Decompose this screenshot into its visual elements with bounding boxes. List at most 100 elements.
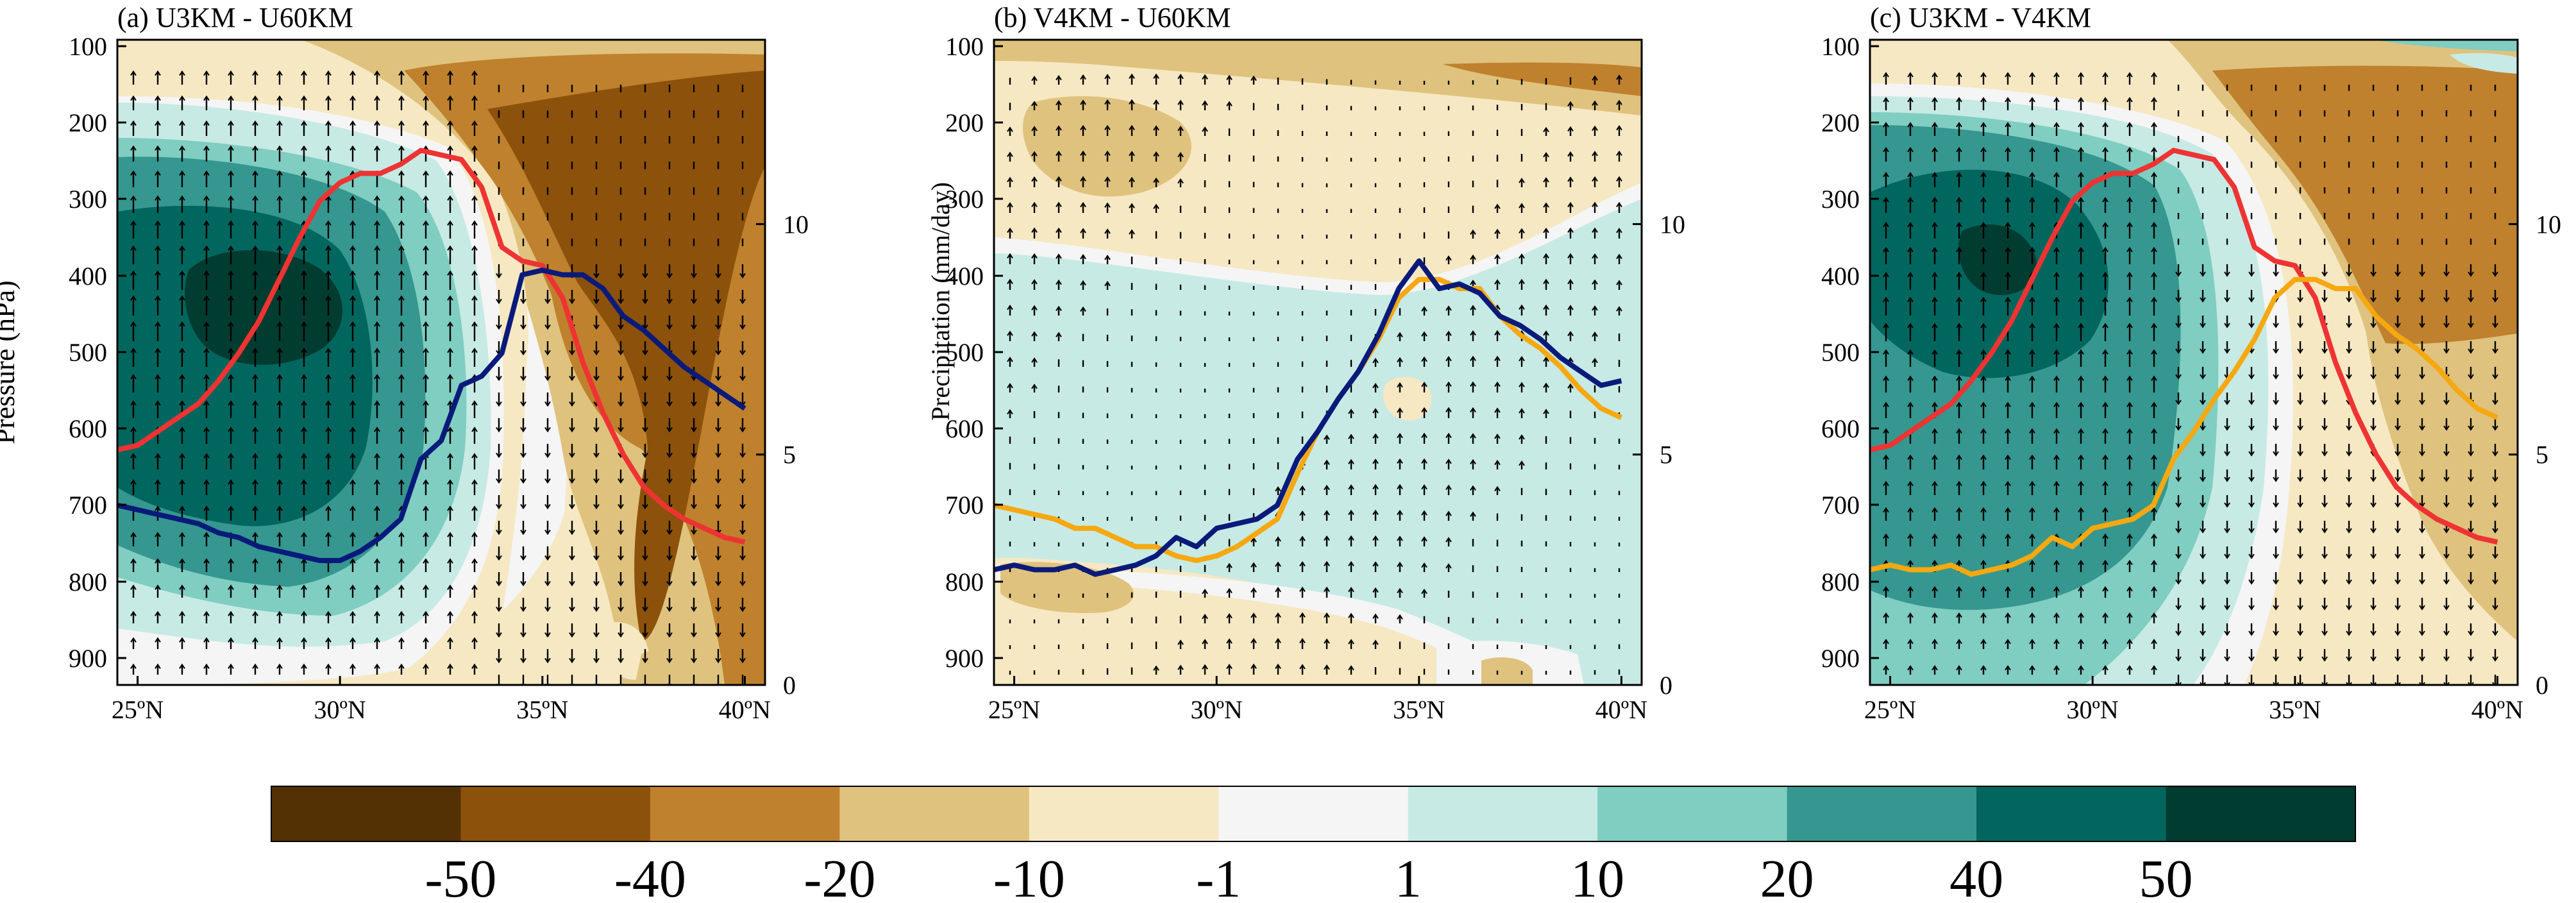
- wind-arrow-head: [1226, 74, 1233, 80]
- wind-arrow-head: [1932, 559, 1938, 566]
- wind-arrow-head: [1980, 172, 1987, 178]
- wind-arrow-head: [2053, 147, 2060, 153]
- wind-arrow-head: [2200, 348, 2206, 354]
- wind-arrow-head: [2346, 451, 2352, 457]
- wind-arrow-head: [2126, 428, 2133, 434]
- wind-arrow-head: [1567, 227, 1574, 233]
- wind-arrow-head: [374, 120, 380, 126]
- wind-arrow-head: [1980, 454, 1987, 460]
- wind-arrow-head: [1080, 306, 1086, 312]
- wind-arrow-head: [1397, 587, 1403, 594]
- wind-arrow-head: [2126, 507, 2133, 513]
- y2-tick-label: 5: [1660, 441, 1672, 469]
- wind-arrow-head: [2468, 553, 2474, 559]
- wind-arrow-head: [2224, 271, 2230, 277]
- wind-arrow-head: [2102, 196, 2109, 203]
- wind-arrow-head: [1080, 99, 1086, 105]
- wind-arrow-head: [2053, 172, 2060, 178]
- wind-arrow-head: [179, 637, 185, 643]
- wind-arrow-head: [2053, 401, 2060, 407]
- wind-arrow-head: [2224, 400, 2230, 405]
- wind-arrow-head: [715, 375, 721, 382]
- wind-arrow-head: [1519, 278, 1525, 285]
- wind-arrow-head: [2492, 656, 2498, 662]
- wind-arrow-head: [1445, 563, 1452, 569]
- wind-arrow-head: [179, 400, 185, 406]
- wind-arrow-head: [2175, 579, 2182, 585]
- wind-arrow-head: [1616, 253, 1622, 259]
- wind-arrow-head: [2321, 528, 2328, 534]
- wind-arrow-head: [1883, 533, 1889, 539]
- wind-arrow-head: [1932, 664, 1938, 671]
- wind-arrow-head: [1883, 349, 1889, 355]
- wind-arrow-head: [593, 478, 600, 484]
- wind-arrow-head: [1031, 305, 1038, 310]
- wind-arrow-head: [276, 663, 283, 669]
- wind-arrow-head: [155, 170, 161, 176]
- wind-arrow-head: [276, 505, 283, 511]
- wind-arrow-head: [1494, 253, 1501, 260]
- wind-arrow-head: [544, 606, 551, 612]
- wind-arrow-head: [1883, 586, 1889, 592]
- wind-arrow-head: [1980, 507, 1987, 513]
- wind-arrow-head: [276, 426, 283, 432]
- wind-arrow-head: [447, 532, 453, 537]
- wind-arrow-head: [252, 170, 258, 176]
- wind-arrow-head: [739, 529, 746, 536]
- x-tick-label: 30ºN: [1191, 695, 1243, 724]
- wind-arrow-head: [1932, 428, 1938, 434]
- wind-arrow-head: [325, 348, 332, 353]
- wind-arrow-head: [2492, 425, 2498, 431]
- wind-arrow-head: [447, 195, 453, 201]
- wind-arrow-head: [2175, 502, 2182, 508]
- wind-arrow-head: [2346, 323, 2352, 328]
- wind-arrow-head: [130, 426, 137, 432]
- wind-arrow-head: [1080, 280, 1086, 286]
- wind-arrow-head: [1592, 100, 1598, 106]
- wind-arrow-head: [325, 426, 332, 432]
- wind-arrow-head: [2370, 348, 2377, 354]
- wind-arrow-head: [179, 611, 185, 616]
- wind-arrow-head: [228, 95, 234, 101]
- wind-arrow-head: [2224, 528, 2230, 534]
- wind-arrow-head: [2200, 579, 2206, 585]
- wind-arrow-head: [642, 503, 648, 510]
- wind-arrow-head: [2126, 349, 2133, 355]
- wind-arrow-head: [2492, 271, 2498, 277]
- wind-arrow-head: [374, 195, 380, 201]
- wind-arrow-head: [1275, 663, 1281, 670]
- wind-arrow-head: [2297, 553, 2303, 559]
- contour-field-b: [994, 40, 1642, 685]
- wind-arrow-head: [1299, 485, 1306, 491]
- wind-arrow-head: [1348, 409, 1354, 414]
- wind-arrow-head: [301, 120, 307, 126]
- wind-arrow-head: [2248, 630, 2255, 636]
- wind-arrow-head: [2102, 507, 2109, 513]
- wind-arrow-head: [2443, 323, 2450, 328]
- wind-arrow-head: [1883, 638, 1889, 645]
- wind-arrow-head: [1397, 561, 1403, 568]
- wind-arrow-head: [447, 505, 453, 511]
- y-axis-label-a: Pressure (hPa): [0, 280, 21, 444]
- wind-arrow-head: [1592, 227, 1598, 233]
- y-tick-label: 400: [945, 262, 984, 291]
- wind-arrow-head: [301, 374, 307, 380]
- wind-arrow-head: [155, 95, 161, 101]
- wind-arrow-head: [228, 295, 234, 301]
- panel-b: (b) V4KM - U60KM 10020030040050060070080…: [926, 2, 1685, 724]
- wind-arrow-head: [2151, 221, 2157, 228]
- wind-arrow-head: [2273, 579, 2279, 585]
- wind-arrow-head: [276, 120, 283, 126]
- wind-arrow-head: [228, 479, 234, 485]
- wind-arrow-head: [228, 558, 234, 564]
- wind-arrow-head: [2224, 297, 2230, 303]
- wind-arrow-head: [1299, 664, 1306, 670]
- wind-arrow-head: [1348, 484, 1354, 490]
- wind-arrow-head: [1445, 305, 1452, 311]
- wind-arrow-head: [2321, 605, 2328, 611]
- wind-arrow-head: [1543, 227, 1549, 233]
- precip-lines-c: [1870, 148, 2499, 577]
- wind-arrow-head: [2468, 656, 2474, 662]
- wind-arrow-head: [1470, 229, 1476, 235]
- wind-arrow-head: [1299, 536, 1306, 541]
